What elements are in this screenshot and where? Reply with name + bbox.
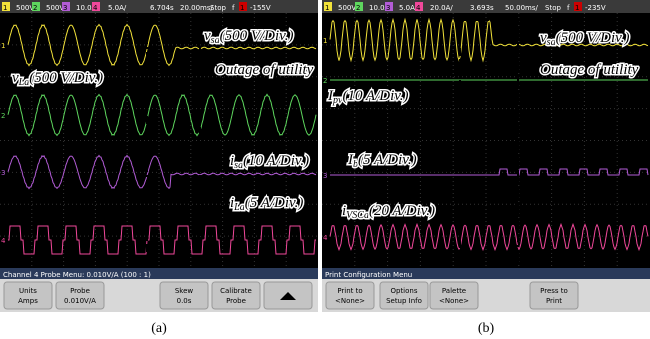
status-text: -235V [585, 4, 606, 12]
channel-marker: 3 [1, 169, 5, 177]
softkey-value: <None> [335, 297, 365, 305]
channel-marker: 1 [1, 42, 5, 50]
channel-marker: 4 [323, 234, 328, 242]
channel-marker: 2 [323, 77, 327, 85]
status-text: 6.704s [150, 4, 174, 12]
status-text: 4 [416, 4, 421, 12]
channel-marker: 3 [323, 172, 327, 180]
status-text: 1 [575, 4, 579, 12]
caption: (a) [151, 321, 167, 336]
status-text: 20.0A/ [430, 4, 453, 12]
status-text: 20.00ms/ [180, 4, 214, 12]
channel-marker: 2 [1, 112, 5, 120]
status-text: 4 [93, 4, 98, 12]
channel-marker: 4 [1, 237, 6, 245]
label-scale: (10 A/Div.) [243, 153, 309, 169]
softkey-label: Palette [442, 287, 466, 295]
softkey-label: Print to [337, 287, 362, 295]
status-text: 1 [3, 4, 7, 12]
softkey-value: Print [546, 297, 562, 305]
softkey-label: Skew [175, 287, 194, 295]
status-text: 2 [33, 4, 37, 12]
label-scale: (5 A/Div.) [358, 152, 417, 168]
label-scale: (500 V/Div.) [220, 28, 294, 44]
softkey-value: <None> [439, 297, 469, 305]
label-scale: (20 A/Div.) [369, 203, 435, 219]
status-text: 5.0A/ [108, 4, 127, 12]
label-sub: La [233, 202, 245, 213]
status-text: 1 [240, 4, 244, 12]
softkey-label: Options [390, 287, 417, 295]
status-text: 2 [356, 4, 360, 12]
channel-label: Ib(5 A/Div.) [347, 152, 417, 170]
caption: (b) [478, 321, 495, 336]
status-text: 3 [63, 4, 67, 12]
label-sub: VSCa [346, 210, 369, 221]
label-sub: La [18, 77, 30, 88]
status-text: 3 [386, 4, 390, 12]
softkey-label: Probe [70, 287, 90, 295]
softkey-label: Press to [540, 287, 568, 295]
annotation: Outage of utility [215, 62, 314, 78]
annotation: Outage of utility [540, 62, 639, 78]
status-text: -155V [250, 4, 271, 12]
softkey-value: Setup Info [386, 297, 422, 305]
softkey-value: 0.010V/A [64, 297, 96, 305]
label-sub: sa [234, 160, 243, 171]
label-sub: sa [211, 35, 220, 46]
status-text: 1 [325, 4, 329, 12]
softkey-label: Calibrate [220, 287, 252, 295]
status-text: Stop [545, 4, 561, 12]
softkey-value: 0.0s [177, 297, 192, 305]
menu-title: Channel 4 Probe Menu: 0.010V/A (100 : 1) [3, 271, 151, 279]
label-sub: pv [332, 95, 343, 106]
softkey-label: Units [19, 287, 37, 295]
label-scale: (500 V/Div.) [556, 30, 630, 46]
channel-marker: 1 [323, 37, 327, 45]
label-scale: (10 A/Div.) [342, 88, 408, 104]
figure: 1500V/2500V/310.0A/45.0A/6.704s20.00ms/S… [0, 0, 650, 339]
menu-title: Print Configuration Menu [325, 271, 412, 279]
label-scale: (500 V/Div.) [29, 70, 103, 86]
softkey-value: Probe [226, 297, 246, 305]
label-scale: (5 A/Div.) [245, 195, 304, 211]
status-text: 50.00ms/ [505, 4, 539, 12]
label-sub: sa [547, 37, 556, 48]
status-text: 3.693s [470, 4, 494, 12]
status-text: Stop [210, 4, 226, 12]
softkey-value: Amps [18, 297, 38, 305]
